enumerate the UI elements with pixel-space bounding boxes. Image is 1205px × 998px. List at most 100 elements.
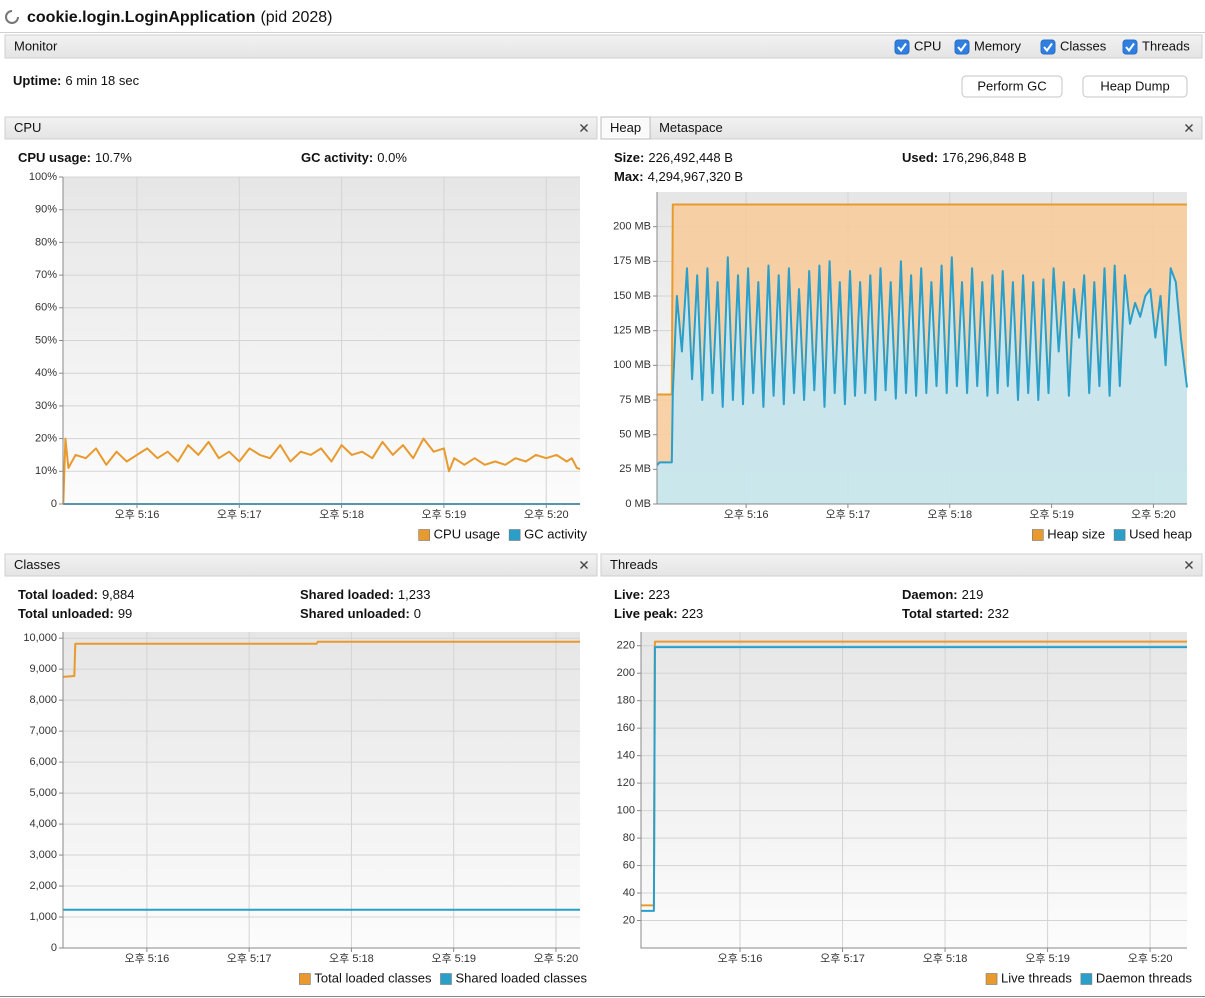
y-tick-label: 75 MB [619, 394, 651, 406]
button-label[interactable]: Perform GC [977, 78, 1046, 93]
legend-label: Heap size [1047, 526, 1105, 541]
stat-value: 1,233 [398, 587, 431, 602]
y-tick-label: 5,000 [29, 787, 57, 799]
x-tick-label: 오후 5:16 [125, 952, 170, 965]
axis-line [640, 632, 1187, 949]
button[interactable] [1082, 75, 1188, 98]
x-tick-label: 오후 5:16 [115, 508, 160, 521]
x-tick-label: 오후 5:19 [431, 952, 476, 965]
checkbox[interactable] [1040, 39, 1056, 55]
stat-value: 219 [962, 587, 984, 602]
panel-header [600, 553, 1203, 577]
button[interactable] [961, 75, 1063, 98]
x-tick-label: 오후 5:19 [1029, 508, 1074, 521]
y-tick-label: 20% [35, 433, 57, 445]
axis-line [656, 192, 1187, 505]
stat-label: Shared loaded: [300, 587, 394, 602]
button-label[interactable]: Heap Dump [1100, 78, 1169, 93]
stat-label: Live peak: [614, 606, 678, 621]
x-tick-label: 오후 5:17 [217, 508, 262, 521]
stat-label: Used: [902, 150, 938, 165]
y-tick-label: 0 [51, 498, 57, 510]
stat-value: 9,884 [102, 587, 135, 602]
y-tick-label: 90% [35, 204, 57, 216]
y-tick-label: 40% [35, 367, 57, 379]
x-tick-label: 오후 5:16 [724, 508, 769, 521]
stat-value: 226,492,448 B [648, 150, 733, 165]
panel-tab: Threads [610, 557, 658, 572]
y-tick-label: 6,000 [29, 756, 57, 768]
y-tick-label: 0 [51, 942, 57, 954]
stat-value: 223 [648, 587, 670, 602]
x-tick-label: 오후 5:20 [524, 508, 569, 521]
y-tick-label: 2,000 [29, 880, 57, 892]
stat-value: 10.7% [95, 150, 132, 165]
panel-tab[interactable]: Heap [610, 120, 641, 135]
y-tick-label: 200 MB [613, 221, 651, 233]
y-tick-label: 220 [617, 640, 635, 652]
stat-label: GC activity: [301, 150, 373, 165]
x-tick-label: 오후 5:20 [1131, 508, 1176, 521]
legend-swatch [985, 973, 998, 985]
checkbox[interactable] [894, 39, 910, 55]
y-tick-label: 9,000 [29, 663, 57, 675]
y-tick-label: 150 MB [613, 290, 651, 302]
y-tick-label: 100 [617, 805, 635, 817]
legend-label: Used heap [1129, 526, 1192, 541]
close-icon[interactable] [1185, 561, 1193, 569]
y-tick-label: 160 [617, 722, 635, 734]
y-tick-label: 100 MB [613, 359, 651, 371]
plot-area [641, 632, 1187, 948]
stat-label: Total started: [902, 606, 983, 621]
close-icon[interactable] [580, 124, 588, 132]
y-tick-label: 1,000 [29, 911, 57, 923]
checkbox[interactable] [954, 39, 970, 55]
stat-label: Daemon: [902, 587, 958, 602]
stat: CPU usage: 10.7% [18, 150, 132, 165]
stat-label: Size: [614, 150, 644, 165]
close-icon[interactable] [1185, 124, 1193, 132]
checkbox-label[interactable]: Classes [1060, 38, 1107, 53]
stat-value: 232 [987, 606, 1009, 621]
stat: Total started: 232 [902, 606, 1009, 621]
checkbox-label[interactable]: Threads [1142, 38, 1190, 53]
legend-swatch [1080, 973, 1093, 985]
stat-label: Live: [614, 587, 644, 602]
window-title: cookie.login.LoginApplication (pid 2028) [27, 9, 332, 26]
legend-swatch [418, 529, 430, 541]
monitor-header [4, 34, 1203, 59]
x-tick-label: 오후 5:16 [718, 952, 763, 965]
y-tick-label: 180 [617, 695, 635, 707]
checkbox-label[interactable]: Memory [974, 38, 1021, 53]
x-tick-label: 오후 5:18 [329, 952, 374, 965]
legend-swatch [1031, 529, 1044, 541]
legend-swatch [440, 973, 452, 985]
check-mark [1125, 42, 1135, 53]
app-name: cookie.login.LoginApplication [27, 9, 255, 26]
checkbox-label[interactable]: CPU [914, 38, 941, 53]
stat-label: CPU usage: [18, 150, 91, 165]
panel-header [4, 553, 598, 577]
series-line [62, 640, 580, 678]
stat-label: Shared unloaded: [300, 606, 410, 621]
y-tick-label: 7,000 [29, 725, 57, 737]
axis-line [62, 177, 580, 505]
y-tick-label: 175 MB [613, 255, 651, 267]
stat: Total unloaded: 99 [18, 606, 132, 621]
legend-label: Total loaded classes [314, 970, 432, 985]
tab-selected[interactable] [600, 116, 651, 140]
y-tick-label: 120 [617, 777, 635, 789]
y-tick-label: 10% [35, 465, 57, 477]
check-mark [1043, 42, 1053, 53]
y-tick-label: 140 [617, 750, 635, 762]
check-mark [957, 42, 967, 53]
panel-tab[interactable]: Metaspace [659, 120, 723, 135]
close-icon[interactable] [580, 561, 588, 569]
checkbox[interactable] [1122, 39, 1138, 55]
stat-value: 176,296,848 B [942, 150, 1027, 165]
plot-area [63, 632, 580, 948]
y-tick-label: 25 MB [619, 463, 651, 475]
monitor-title: Monitor [14, 38, 58, 53]
stat-value: 99 [118, 606, 132, 621]
